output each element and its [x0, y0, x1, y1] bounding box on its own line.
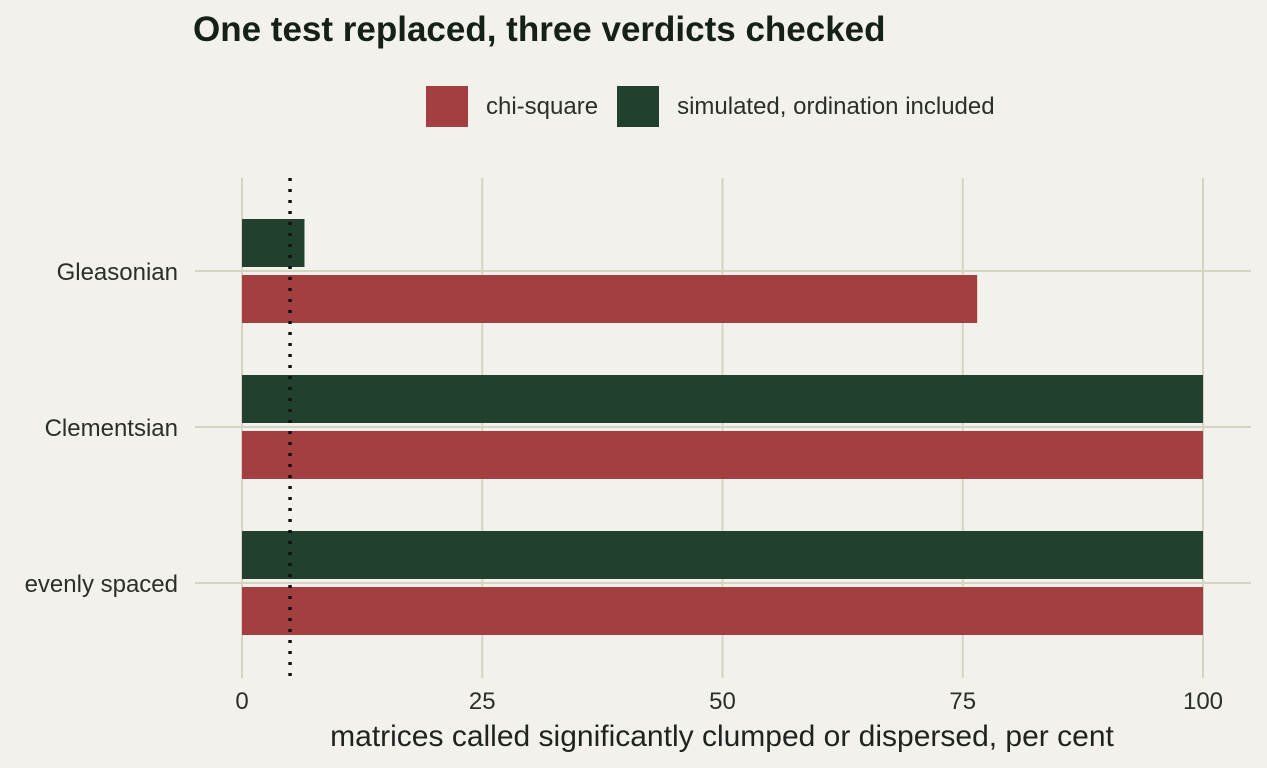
- x-tick-label: 0: [235, 688, 248, 715]
- bar-simulated-clementsian: [242, 375, 1203, 423]
- bar-chi-square-gleasonian: [242, 275, 978, 323]
- x-tick-label: 25: [469, 688, 496, 715]
- x-tick-label: 100: [1183, 688, 1223, 715]
- legend-label-chi-square: chi-square: [486, 92, 599, 120]
- x-axis-title: matrices called significantly clumped or…: [330, 720, 1114, 753]
- x-tick-label: 50: [709, 688, 736, 715]
- bars: [242, 219, 1203, 635]
- bar-simulated-evenly-spaced: [242, 531, 1203, 579]
- legend-swatch-simulated: [617, 86, 660, 127]
- gridlines: [195, 178, 1251, 678]
- legend-label-simulated: simulated, ordination included: [677, 92, 995, 120]
- chart-title: One test replaced, three verdicts checke…: [193, 10, 886, 49]
- y-tick-label: evenly spaced: [25, 571, 178, 598]
- bar-simulated-gleasonian: [242, 219, 305, 267]
- chart-legend: chi-square simulated, ordination include…: [426, 86, 995, 127]
- y-tick-labels: Gleasonian Clementsian evenly spaced: [25, 259, 178, 598]
- bar-chi-square-clementsian: [242, 431, 1203, 479]
- legend-swatch-chi-square: [426, 86, 468, 127]
- x-tick-label: 75: [949, 688, 976, 715]
- y-tick-label: Clementsian: [45, 415, 178, 442]
- x-tick-labels: 0 25 50 75 100: [235, 688, 1223, 715]
- y-tick-label: Gleasonian: [57, 259, 178, 286]
- bar-chi-square-evenly-spaced: [242, 587, 1203, 635]
